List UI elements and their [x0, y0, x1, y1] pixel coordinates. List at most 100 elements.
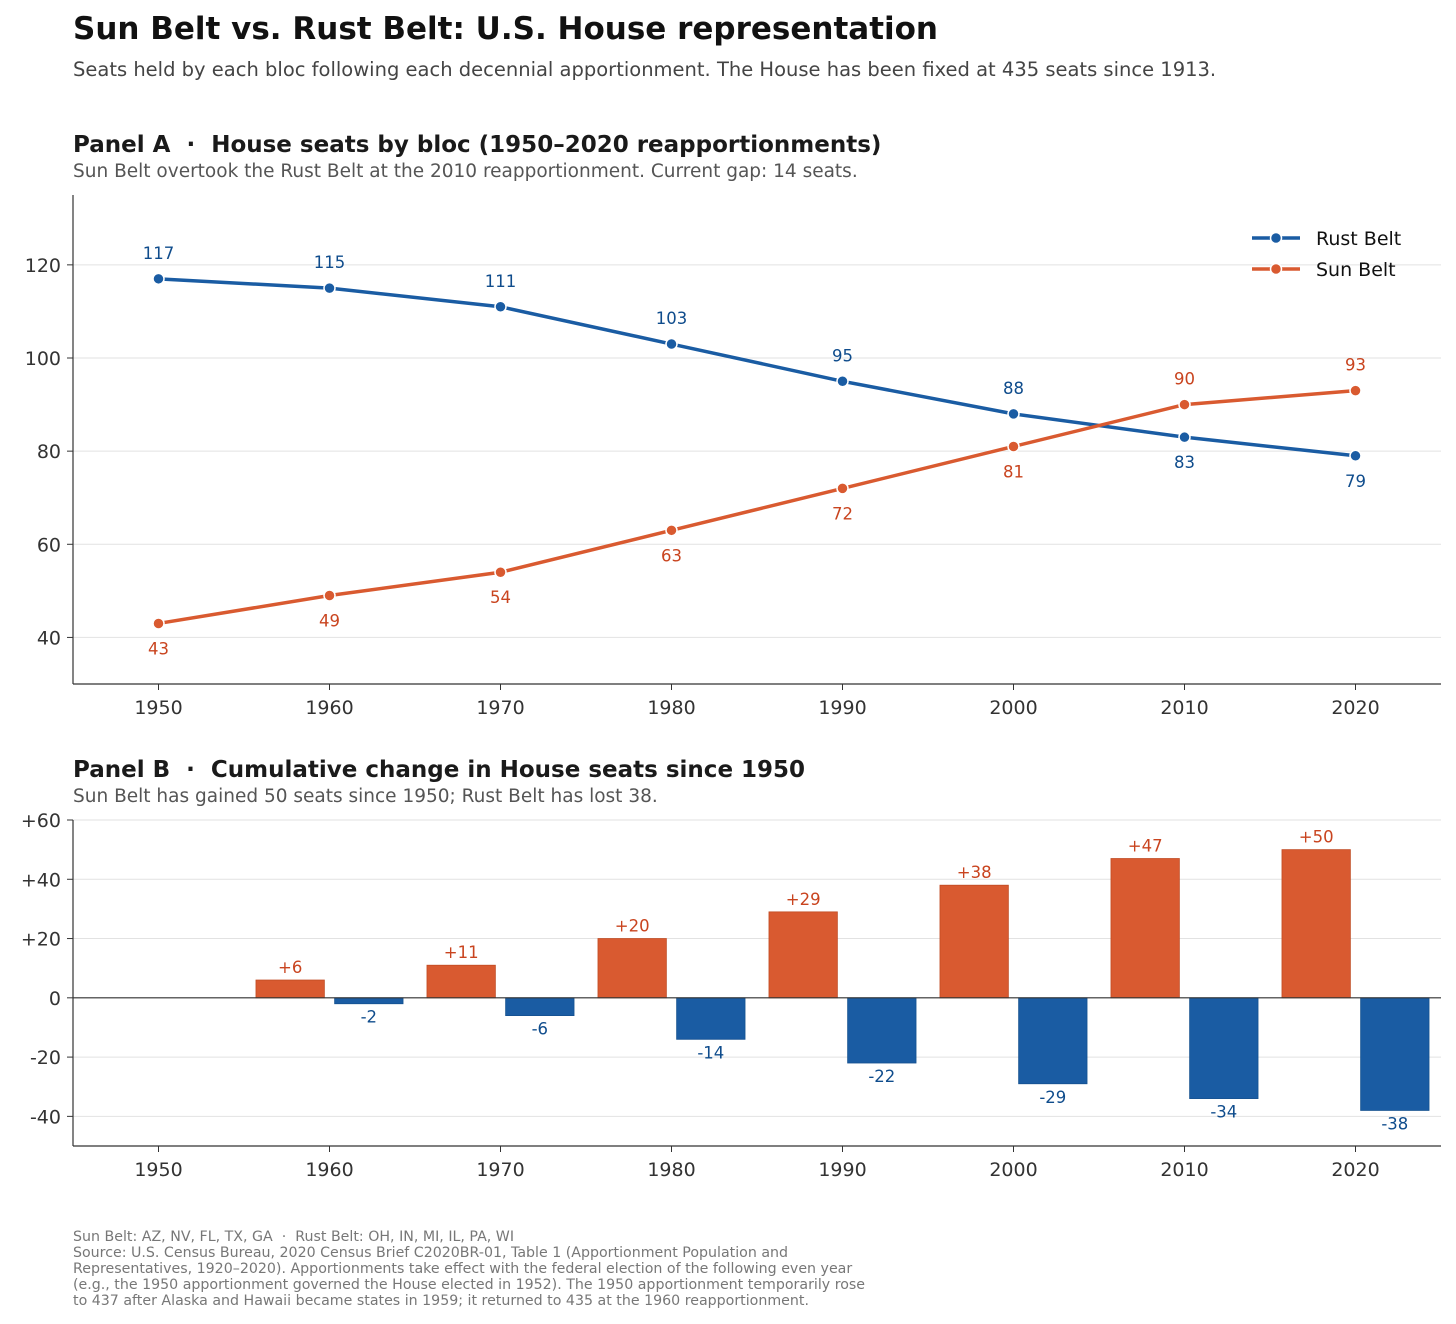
x-tick-label: 2020	[1331, 1159, 1379, 1181]
data-label-rust: 95	[832, 346, 853, 365]
data-label-rust: 117	[143, 244, 175, 263]
data-point-rust	[152, 272, 165, 286]
bar-label-sun: +50	[1299, 828, 1334, 847]
data-label-rust: 88	[1003, 379, 1024, 398]
panel-b-chart: -40 -20 0 +20 +40 +60 1950 1960 1970 1980 1990 2000…	[21, 810, 1441, 1181]
data-point-rust	[665, 337, 678, 351]
x-tick-label: 1990	[818, 1159, 866, 1181]
bar-label-sun: +6	[278, 958, 302, 977]
y-tick-label: +40	[21, 869, 61, 891]
data-label-rust: 83	[1174, 453, 1195, 472]
x-tick-label: 1970	[476, 1159, 524, 1181]
bar-label-rust: -14	[697, 1043, 724, 1062]
bar-rust	[847, 997, 917, 1064]
bar-label-sun: +11	[444, 943, 479, 962]
x-tick-label: 2000	[989, 697, 1037, 719]
x-tick-label: 2010	[1160, 697, 1208, 719]
data-label-sun: 54	[490, 588, 511, 607]
bar-label-rust: -22	[868, 1067, 895, 1086]
footer-line: to 437 after Alaska and Hawaii became st…	[73, 1293, 809, 1309]
x-tick-label: 1960	[305, 1159, 353, 1181]
bar-rust	[676, 997, 746, 1040]
data-point-sun	[665, 524, 678, 537]
bar-rust	[334, 997, 404, 1005]
bar-label-rust: -2	[361, 1008, 377, 1027]
panel-a-chart: 40 60 80 100 120 1950 1960 1970 1980 1990 2000 2010…	[25, 195, 1441, 719]
data-label-sun: 72	[832, 504, 853, 523]
x-tick-label: 2010	[1160, 1159, 1208, 1181]
data-point-rust	[1178, 430, 1191, 444]
x-tick-label: 2000	[989, 1159, 1037, 1181]
x-tick-label: 1980	[647, 697, 695, 719]
data-label-sun: 49	[319, 612, 340, 631]
bar-sun	[768, 911, 838, 999]
data-point-rust	[1007, 407, 1020, 421]
footer-line: Source: U.S. Census Bureau, 2020 Census …	[73, 1245, 788, 1261]
y-tick-label: 100	[25, 348, 61, 370]
bar-sun	[939, 884, 1009, 999]
series-line-rust	[158, 277, 1356, 458]
data-point-sun	[323, 589, 336, 602]
x-tick-label: 2020	[1331, 697, 1379, 719]
bar-label-sun: +20	[615, 917, 650, 936]
y-tick-label: 80	[37, 441, 61, 463]
y-tick-label: +20	[21, 929, 61, 951]
legend-label-sun: Sun Belt	[1316, 259, 1396, 281]
data-point-sun	[836, 482, 849, 495]
bar-rust	[505, 997, 575, 1016]
data-point-rust	[836, 375, 849, 388]
x-tick-label: 1960	[305, 697, 353, 719]
panel-b-title: Panel B · Cumulative change in House sea…	[73, 757, 805, 783]
x-tick-label: 1950	[134, 1159, 182, 1181]
bar-label-sun: +47	[1128, 837, 1163, 856]
panel-a-title: Panel A · House seats by bloc (1950–2020…	[73, 132, 881, 158]
x-tick-label: 1970	[476, 697, 524, 719]
data-label-rust: 103	[656, 309, 688, 328]
bar-label-rust: -6	[532, 1020, 548, 1039]
bar-label-rust: -34	[1210, 1103, 1237, 1122]
bar-sun	[1110, 858, 1180, 999]
footer-notes: Sun Belt: AZ, NV, FL, TX, GA · Rust Belt…	[73, 1229, 865, 1309]
data-point-rust	[323, 281, 336, 295]
data-label-sun: 43	[148, 639, 169, 658]
bar-sun	[597, 938, 667, 999]
bar-rust	[1360, 997, 1430, 1111]
bar-rust	[1018, 997, 1088, 1085]
series-line-sun	[158, 388, 1356, 626]
legend-marker-rust	[1269, 231, 1283, 245]
bar-label-sun: +29	[786, 890, 821, 909]
data-label-rust: 111	[485, 272, 517, 291]
footer-line: Sun Belt: AZ, NV, FL, TX, GA · Rust Belt…	[73, 1229, 514, 1245]
x-tick-label: 1950	[134, 697, 182, 719]
bar-sun	[255, 979, 325, 999]
bar-sun	[426, 964, 496, 999]
bar-sun	[1281, 849, 1351, 999]
figure-subtitle: Seats held by each bloc following each d…	[73, 58, 1216, 81]
y-tick-label: 40	[37, 627, 61, 649]
data-point-sun	[1178, 398, 1191, 411]
figure-title: Sun Belt vs. Rust Belt: U.S. House repre…	[73, 11, 938, 47]
bar-label-rust: -29	[1039, 1088, 1066, 1107]
footer-line: Representatives, 1920–2020). Apportionme…	[73, 1261, 852, 1277]
y-tick-label: -40	[30, 1106, 61, 1128]
y-tick-label: -20	[30, 1047, 61, 1069]
data-label-sun: 90	[1174, 370, 1195, 389]
data-label-sun: 93	[1345, 356, 1366, 375]
data-point-rust	[494, 300, 507, 314]
legend-label-rust: Rust Belt	[1316, 228, 1401, 250]
bar-label-rust: -38	[1381, 1114, 1408, 1133]
bar-label-sun: +38	[957, 863, 992, 882]
y-tick-label: +60	[21, 810, 61, 832]
data-point-rust	[1349, 449, 1362, 463]
data-point-sun	[494, 565, 507, 579]
footer-line: (e.g., the 1950 apportionment governed t…	[73, 1277, 865, 1293]
y-tick-label: 60	[37, 534, 61, 556]
data-point-sun	[1007, 440, 1020, 453]
data-label-sun: 81	[1003, 462, 1024, 481]
data-label-rust: 79	[1345, 472, 1366, 491]
y-tick-label: 120	[25, 255, 61, 277]
data-label-sun: 63	[661, 546, 682, 565]
data-label-rust: 115	[314, 253, 346, 272]
x-tick-label: 1990	[818, 697, 866, 719]
